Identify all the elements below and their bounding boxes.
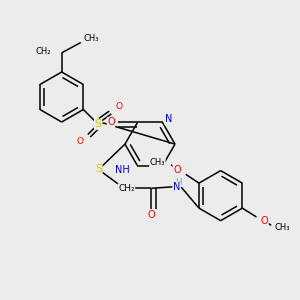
Text: N: N bbox=[173, 182, 180, 192]
Text: O: O bbox=[115, 102, 122, 111]
Text: O: O bbox=[107, 117, 115, 128]
Text: O: O bbox=[173, 165, 181, 175]
Text: S: S bbox=[95, 164, 102, 174]
Text: CH₃: CH₃ bbox=[83, 34, 99, 43]
Text: CH₃: CH₃ bbox=[150, 158, 165, 167]
Text: CH₂: CH₂ bbox=[118, 184, 135, 193]
Text: O: O bbox=[77, 137, 84, 146]
Text: O: O bbox=[148, 210, 155, 220]
Text: H: H bbox=[175, 178, 181, 187]
Text: NH: NH bbox=[116, 165, 130, 175]
Text: S: S bbox=[94, 119, 102, 129]
Text: N: N bbox=[165, 115, 172, 124]
Text: CH₂: CH₂ bbox=[36, 47, 51, 56]
Text: CH₃: CH₃ bbox=[275, 223, 290, 232]
Text: O: O bbox=[261, 216, 268, 226]
